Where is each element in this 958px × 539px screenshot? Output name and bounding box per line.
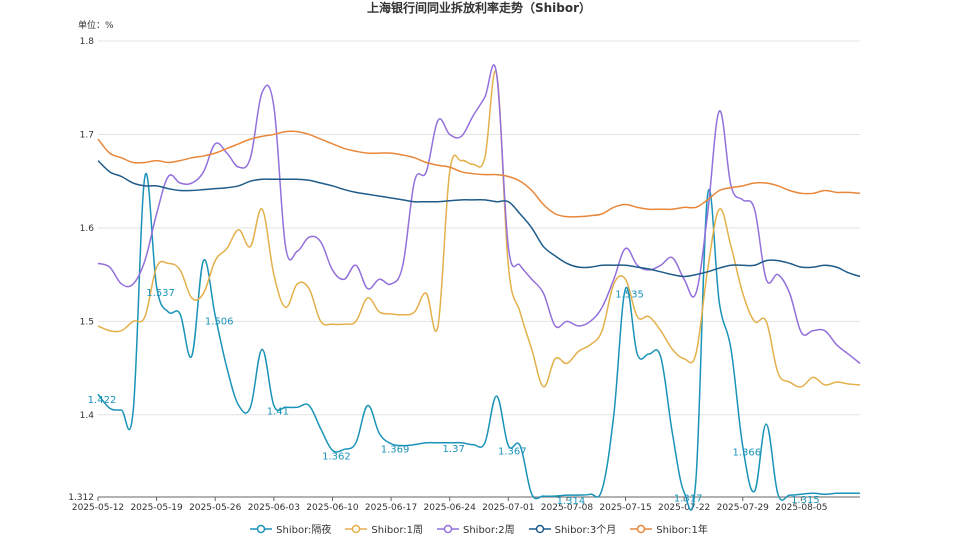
legend-label: Shibor:隔夜 — [276, 525, 332, 536]
series-line — [97, 64, 861, 364]
data-label: 1.366 — [732, 448, 761, 459]
x-tick-label: 2025-07-22 — [658, 503, 710, 513]
data-label: 1.317 — [674, 493, 703, 504]
series-line — [97, 172, 860, 511]
y-tick-label: 1.312 — [68, 493, 94, 503]
y-tick-label: 1.4 — [80, 411, 95, 421]
data-label: 1.537 — [146, 288, 175, 299]
x-tick-label: 2025-06-24 — [424, 503, 477, 513]
y-tick-label: 1.8 — [80, 37, 95, 47]
data-label: 1.506 — [205, 317, 234, 328]
legend-label: Shibor:2周 — [463, 525, 515, 536]
legend-label: Shibor:1年 — [656, 525, 708, 536]
data-label: 1.314 — [557, 496, 586, 507]
x-tick-label: 2025-05-26 — [189, 503, 242, 513]
x-tick-label: 2025-05-12 — [72, 503, 124, 513]
y-unit: 单位：% — [78, 19, 114, 31]
data-label: 1.367 — [498, 447, 527, 458]
x-tick-label: 2025-07-01 — [482, 503, 534, 513]
x-tick-label: 2025-08-05 — [775, 503, 827, 513]
x-tick-label: 2025-06-17 — [365, 503, 417, 513]
data-label: 1.315 — [791, 495, 820, 506]
legend-label: Shibor:1周 — [371, 525, 423, 536]
legend: Shibor:隔夜 Shibor:1周 Shibor:2周 Shibor:3个月 Shi… — [0, 521, 958, 536]
x-tick-label: 2025-06-03 — [248, 503, 300, 513]
chart: 上海银行间同业拆放利率走势（Shibor） 单位：% 1.312 1.4 1.5 1.… — [68, 0, 861, 513]
series-line — [97, 160, 861, 278]
legend-item[interactable]: Shibor:隔夜 — [250, 521, 331, 536]
x-tick-label: 2025-06-10 — [306, 503, 359, 513]
y-tick-label: 1.7 — [80, 130, 94, 140]
legend-icon — [250, 524, 273, 533]
x-tick-label: 2025-05-19 — [130, 503, 183, 513]
x-tick-label: 2025-07-08 — [541, 503, 594, 513]
data-label: 1.369 — [381, 445, 410, 456]
legend-icon — [630, 524, 653, 533]
data-label: 1.41 — [267, 406, 289, 417]
chart-title: 上海银行间同业拆放利率走势（Shibor） — [367, 0, 591, 15]
legend-item[interactable]: Shibor:1周 — [345, 521, 423, 536]
x-tick-label: 2025-07-29 — [717, 503, 770, 513]
data-label: 1.37 — [443, 444, 465, 455]
legend-label: Shibor:3个月 — [554, 525, 617, 536]
legend-item[interactable]: Shibor:3个月 — [528, 521, 617, 536]
legend-icon — [345, 524, 368, 533]
series-line — [97, 130, 861, 218]
series-line — [97, 70, 861, 388]
x-tick-label: 2025-07-15 — [599, 503, 651, 513]
data-label: 1.362 — [322, 451, 351, 462]
y-tick-label: 1.6 — [80, 224, 95, 234]
legend-icon — [528, 524, 551, 533]
data-label: 1.535 — [615, 290, 644, 301]
legend-item[interactable]: Shibor:1年 — [630, 521, 708, 536]
data-label: 1.422 — [88, 395, 117, 406]
legend-icon — [437, 524, 459, 533]
y-tick-label: 1.5 — [80, 317, 94, 327]
legend-item[interactable]: Shibor:2周 — [437, 521, 515, 536]
